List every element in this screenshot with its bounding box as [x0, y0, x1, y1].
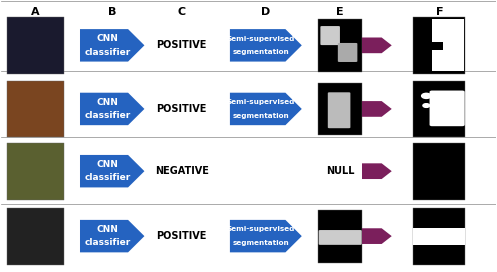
FancyBboxPatch shape — [319, 210, 362, 262]
Text: POSITIVE: POSITIVE — [157, 104, 207, 114]
FancyBboxPatch shape — [7, 17, 64, 74]
Text: NULL: NULL — [326, 166, 354, 176]
Circle shape — [423, 104, 430, 107]
Text: segmentation: segmentation — [233, 49, 289, 55]
FancyBboxPatch shape — [429, 91, 465, 126]
FancyBboxPatch shape — [321, 26, 340, 45]
FancyBboxPatch shape — [319, 230, 362, 245]
FancyBboxPatch shape — [338, 43, 357, 62]
Text: Semi-supervised: Semi-supervised — [227, 99, 295, 105]
Text: Semi-supervised: Semi-supervised — [227, 36, 295, 42]
FancyBboxPatch shape — [414, 81, 465, 137]
FancyBboxPatch shape — [431, 19, 464, 72]
Circle shape — [421, 93, 431, 98]
Text: POSITIVE: POSITIVE — [157, 231, 207, 241]
FancyBboxPatch shape — [414, 143, 465, 200]
Text: POSITIVE: POSITIVE — [157, 40, 207, 50]
Polygon shape — [362, 101, 392, 117]
Polygon shape — [230, 93, 302, 125]
Text: segmentation: segmentation — [233, 240, 289, 246]
Text: CNN: CNN — [96, 225, 118, 234]
Text: NEGATIVE: NEGATIVE — [155, 166, 209, 176]
FancyBboxPatch shape — [328, 92, 350, 128]
Polygon shape — [230, 29, 302, 61]
Polygon shape — [80, 29, 145, 61]
Polygon shape — [362, 163, 392, 179]
Text: CNN: CNN — [96, 34, 118, 43]
Polygon shape — [80, 93, 145, 125]
FancyBboxPatch shape — [319, 19, 362, 72]
Text: classifier: classifier — [84, 111, 130, 120]
Text: A: A — [31, 7, 40, 17]
Text: classifier: classifier — [84, 238, 130, 248]
Polygon shape — [80, 155, 145, 187]
Text: classifier: classifier — [84, 174, 130, 183]
FancyBboxPatch shape — [431, 42, 443, 50]
Text: C: C — [177, 7, 186, 17]
Text: Semi-supervised: Semi-supervised — [227, 226, 295, 232]
FancyBboxPatch shape — [414, 208, 465, 265]
FancyBboxPatch shape — [7, 143, 64, 200]
Polygon shape — [362, 38, 392, 53]
Text: E: E — [336, 7, 344, 17]
Polygon shape — [362, 228, 392, 244]
FancyBboxPatch shape — [414, 228, 465, 245]
Text: B: B — [108, 7, 116, 17]
FancyBboxPatch shape — [7, 208, 64, 265]
Text: classifier: classifier — [84, 48, 130, 57]
Text: F: F — [435, 7, 443, 17]
Text: segmentation: segmentation — [233, 113, 289, 119]
FancyBboxPatch shape — [319, 83, 362, 135]
Text: CNN: CNN — [96, 98, 118, 107]
FancyBboxPatch shape — [7, 81, 64, 137]
FancyBboxPatch shape — [414, 17, 465, 74]
Polygon shape — [230, 220, 302, 252]
Text: CNN: CNN — [96, 160, 118, 169]
Text: D: D — [261, 7, 270, 17]
Polygon shape — [80, 220, 145, 252]
